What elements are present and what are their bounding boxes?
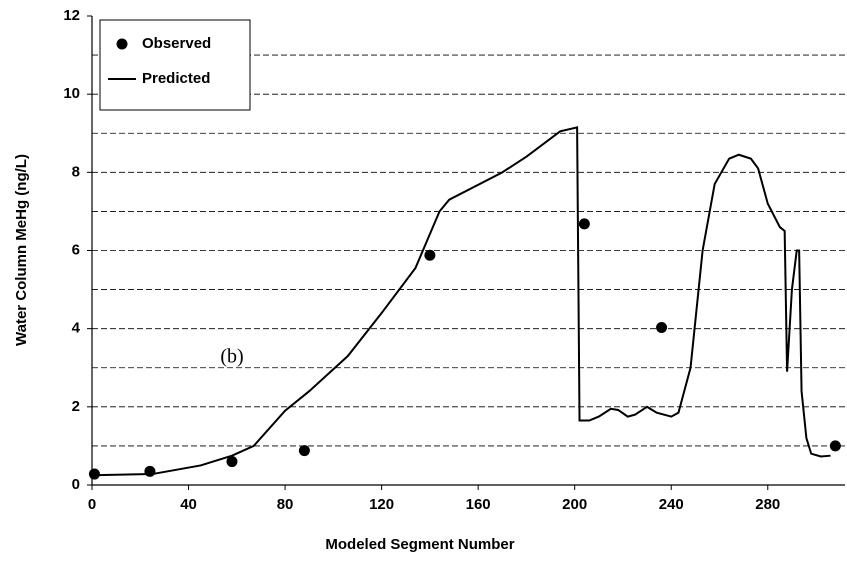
- x-axis-label: Modeled Segment Number: [325, 536, 514, 553]
- x-tick-label: 160: [466, 496, 491, 513]
- y-tick-label: 0: [72, 476, 80, 493]
- observed-point: [88, 468, 100, 480]
- observed-point: [424, 249, 436, 261]
- legend-marker: [116, 38, 128, 50]
- observed-point: [829, 440, 841, 452]
- y-tick-label: 10: [63, 85, 80, 102]
- y-axis-label: Water Column MeHg (ng/L): [13, 154, 30, 346]
- x-tick-label: 280: [755, 496, 780, 513]
- y-tick-label: 8: [72, 163, 80, 180]
- y-tick-label: 2: [72, 398, 80, 415]
- y-tick-label: 4: [72, 320, 81, 337]
- observed-point: [298, 445, 310, 457]
- observed-point: [656, 321, 668, 333]
- y-tick-label: 6: [72, 241, 80, 258]
- observed-point: [578, 218, 590, 230]
- x-tick-label: 200: [562, 496, 587, 513]
- annotation: (b): [220, 346, 243, 368]
- x-tick-label: 240: [659, 496, 684, 513]
- legend-box: [99, 19, 251, 111]
- y-tick-label: 12: [63, 7, 80, 24]
- predicted-line: [91, 126, 831, 477]
- legend-label: Predicted: [142, 70, 210, 87]
- x-tick-label: 80: [277, 496, 294, 513]
- x-tick-label: 120: [369, 496, 394, 513]
- legend-label: Observed: [142, 35, 211, 52]
- observed-point: [226, 456, 238, 468]
- x-tick-label: 0: [88, 496, 96, 513]
- x-tick-label: 40: [180, 496, 197, 513]
